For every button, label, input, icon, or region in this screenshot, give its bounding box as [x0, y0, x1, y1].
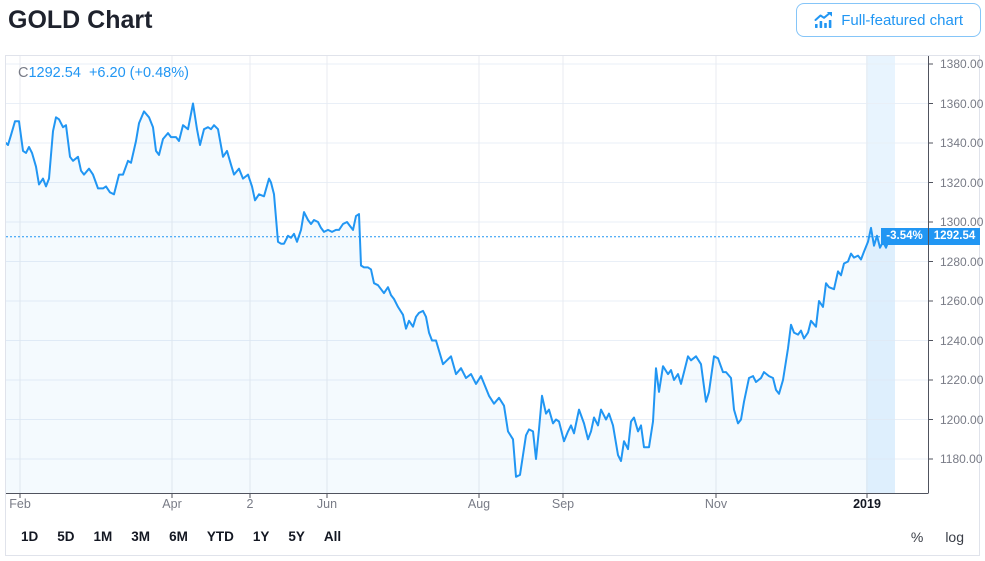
range-button-1y[interactable]: 1Y — [252, 529, 270, 544]
page-header: GOLD Chart Full-featured chart — [0, 0, 985, 55]
range-button-1m[interactable]: 1M — [93, 529, 113, 544]
legend-price-prefix: C — [18, 65, 29, 81]
legend-change: +6.20 (+0.48%) — [88, 65, 189, 81]
x-axis-label: Sep — [551, 497, 575, 511]
price-area-fill — [6, 103, 895, 494]
full-featured-chart-label: Full-featured chart — [841, 11, 963, 29]
range-buttons-group: 1D 5D 1M 3M 6M YTD 1Y 5Y All — [19, 527, 343, 546]
full-featured-chart-button[interactable]: Full-featured chart — [796, 3, 981, 37]
log-scale-button[interactable]: log — [945, 528, 964, 545]
legend-change-value — [81, 65, 89, 81]
chart-legend: C1292.54 +6.20 (+0.48%) — [18, 65, 189, 81]
x-axis-label: Aug — [467, 497, 491, 511]
y-axis-label: 1220.00 — [940, 373, 984, 387]
y-axis-label: 1320.00 — [940, 175, 984, 190]
x-axis-label: 2 — [246, 497, 254, 511]
percent-change-badge: -3.54% — [881, 228, 928, 246]
y-axis-label: 1280.00 — [940, 254, 984, 269]
x-axis-label: Nov — [704, 497, 728, 511]
y-axis-label: 1260.00 — [940, 294, 984, 308]
price-line-series — [6, 102, 896, 478]
chart-toolbar: 1D 5D 1M 3M 6M YTD 1Y 5Y All % log — [6, 518, 979, 555]
x-axis-label: Jun — [316, 497, 338, 511]
x-axis-label: Feb — [9, 497, 31, 511]
current-price-badge: 1292.54 — [929, 228, 980, 246]
legend-price-value: 1292.54 — [28, 65, 81, 81]
y-axis-label: 1360.00 — [940, 96, 984, 111]
ytd-highlight-band — [866, 56, 895, 494]
range-button-5y[interactable]: 5Y — [288, 529, 305, 544]
y-axis-label: 1180.00 — [940, 452, 983, 466]
scale-buttons-group: % log — [909, 527, 966, 547]
y-axis-label: 1200.00 — [940, 412, 984, 427]
range-button-3m[interactable]: 3M — [131, 529, 151, 544]
range-button-5d[interactable]: 5D — [57, 529, 75, 544]
chart-plot[interactable] — [6, 56, 979, 499]
y-axis-label: 1240.00 — [940, 333, 984, 348]
gold-chart-widget: C1292.54 +6.20 (+0.48%) 1380.00 1360.00 13… — [5, 55, 984, 556]
range-button-1d[interactable]: 1D — [21, 529, 39, 544]
range-button-all[interactable]: All — [323, 529, 342, 544]
range-button-6m[interactable]: 6M — [169, 529, 188, 544]
range-button-ytd[interactable]: YTD — [206, 529, 234, 544]
y-axis-label: 1300.00 — [940, 215, 984, 229]
y-axis-label: 1340.00 — [940, 136, 984, 150]
x-axis-label: 2019 — [853, 497, 881, 511]
percent-scale-button[interactable]: % — [910, 528, 924, 545]
chart-icon — [814, 11, 833, 29]
page-title: GOLD Chart — [8, 6, 153, 34]
x-axis-label: Apr — [162, 497, 182, 511]
y-axis-label: 1380.00 — [940, 57, 984, 71]
